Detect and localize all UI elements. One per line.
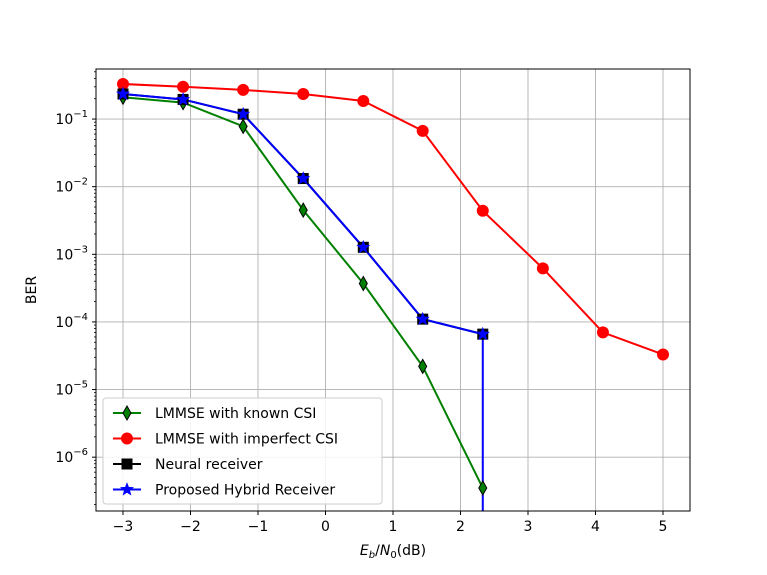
data-point [237,83,250,96]
data-point [176,92,191,106]
data-point [296,171,311,185]
legend-label: Neural receiver [155,457,263,473]
x-tick-label: 2 [456,519,465,535]
y-axis: 10−1 10−2 10−3 10−4 10−5 10−6 [55,71,96,505]
x-tick-label: 0 [321,519,330,535]
data-point [536,262,549,275]
plot-area [115,78,669,511]
data-point [238,118,248,135]
series-line [122,92,484,511]
y-tick-label: 10−3 [55,244,88,263]
x-tick-label: −3 [113,519,134,535]
legend-marker [121,432,133,445]
legend-label: Proposed Hybrid Receiver [155,483,335,499]
x-tick-label: 3 [524,519,533,535]
grid-lines [96,69,690,511]
legend-box [102,397,383,505]
y-tick-label: 10−1 [55,109,88,128]
data-point [177,80,190,93]
legend-marker [122,404,132,422]
data-point [478,480,488,497]
legend-label: LMMSE with imperfect CSI [155,432,338,448]
data-point [236,106,251,121]
y-axis-label: BER [24,276,40,304]
series-line [122,83,664,356]
x-tick-label: 4 [591,519,600,535]
series-group [115,78,669,511]
x-axis-label: Eb/N0(dB) [360,543,426,561]
legend-marker [119,482,135,496]
x-axis-label-n: N [380,543,391,559]
x-axis-label-sub-b: b [369,550,375,561]
data-point [418,358,428,375]
data-point [476,204,489,217]
legend: LMMSE with known CSI LMMSE with imperfect… [102,397,383,505]
data-point [356,239,371,254]
x-axis-label-sub-0: 0 [390,550,396,561]
legend-marker [121,458,133,470]
data-point [475,326,490,341]
data-point [297,87,310,100]
x-axis-label-e: E [360,543,369,559]
y-tick-label: 10−4 [55,312,88,331]
x-axis-label-unit: (dB) [397,543,426,559]
x-tick-label: 5 [659,519,668,535]
data-point [115,86,131,100]
data-point [415,311,430,326]
y-tick-label: 10−2 [55,177,88,196]
x-tick-label: 1 [389,519,398,535]
y-tick-label: 10−6 [55,447,88,466]
x-axis-label-slash: / [375,543,380,559]
data-point [657,348,669,361]
data-point [358,275,368,292]
data-point [298,202,308,219]
y-tick-label: 10−5 [55,380,88,399]
legend-label: LMMSE with known CSI [155,406,316,422]
x-tick-label: −2 [180,519,201,535]
data-point [596,326,609,339]
data-point [357,94,370,107]
x-tick-label: −1 [248,519,269,535]
data-point [416,124,429,137]
x-axis: −3 −2 −1 0 1 2 3 4 5 [113,511,668,535]
